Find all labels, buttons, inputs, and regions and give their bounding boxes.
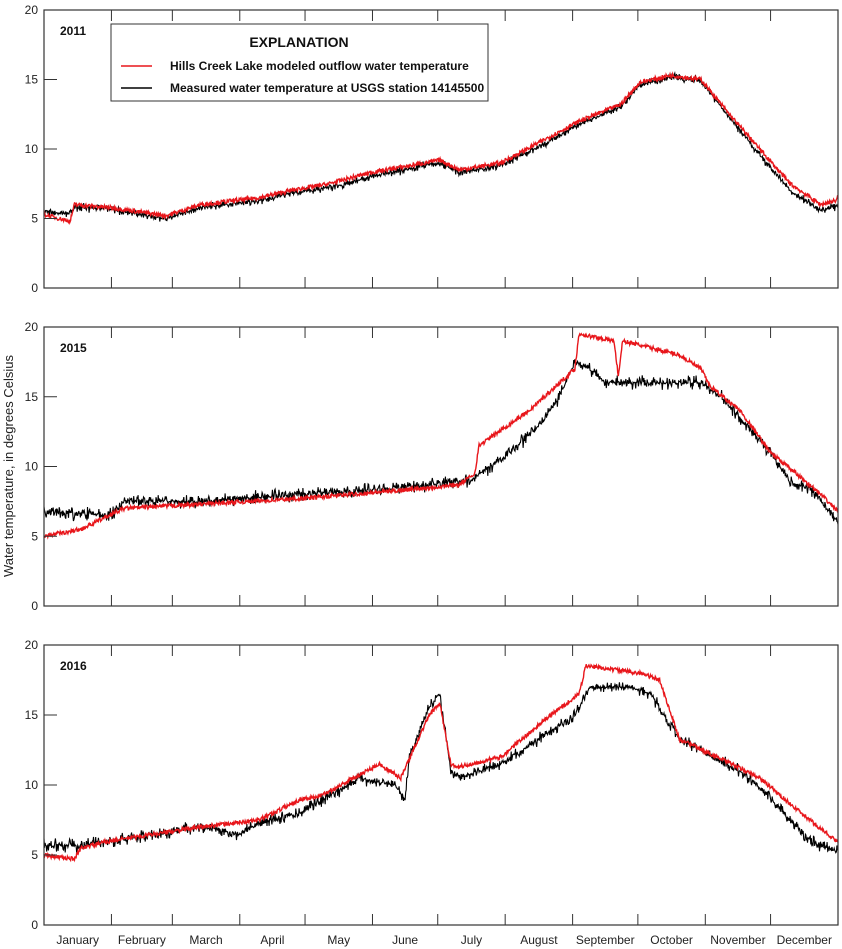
x-tick-label-month: September bbox=[576, 933, 635, 947]
panel-2015: 0 5 10 15 20 2015 bbox=[25, 320, 839, 613]
panel-2011: 0 5 10 15 20 2011 bbox=[25, 3, 839, 295]
x-tick-label-month: July bbox=[461, 933, 482, 947]
x-tick-label-month: May bbox=[327, 933, 350, 947]
y-tick-label: 5 bbox=[31, 529, 38, 543]
modeled-series-line-2016 bbox=[43, 662, 839, 863]
y-tick-label: 0 bbox=[31, 918, 38, 932]
y-tick-label: 5 bbox=[31, 212, 38, 226]
y-tick-label: 0 bbox=[31, 599, 38, 613]
modeled-series-line-2015 bbox=[43, 332, 839, 540]
legend-entry-label: Measured water temperature at USGS stati… bbox=[170, 81, 484, 95]
panel-year-label: 2015 bbox=[60, 341, 87, 355]
modeled-series-line-2011 bbox=[43, 71, 839, 226]
x-tick-label-month: February bbox=[118, 933, 166, 947]
y-tick-label: 20 bbox=[25, 320, 39, 334]
legend: EXPLANATION Hills Creek Lake modeled outf… bbox=[110, 23, 489, 102]
y-tick-label: 5 bbox=[31, 848, 38, 862]
y-tick-label: 15 bbox=[25, 390, 39, 404]
x-tick-label-month: June bbox=[392, 933, 418, 947]
x-tick-label-month: January bbox=[56, 933, 99, 947]
panel-year-label: 2016 bbox=[60, 659, 87, 673]
y-tick-label: 20 bbox=[25, 3, 39, 17]
plot-frame bbox=[43, 644, 839, 926]
legend-box bbox=[110, 23, 489, 102]
y-tick-label: 15 bbox=[25, 708, 39, 722]
measured-series-line-2015 bbox=[43, 359, 839, 525]
plot-frame bbox=[43, 326, 839, 607]
x-tick-label-month: April bbox=[260, 933, 284, 947]
x-tick-label-month: December bbox=[777, 933, 832, 947]
y-axis-label: Water temperature, in degrees Celsius bbox=[1, 354, 16, 577]
y-tick-label: 10 bbox=[25, 778, 39, 792]
legend-title: EXPLANATION bbox=[249, 34, 348, 50]
legend-entry-label: Hills Creek Lake modeled outflow water t… bbox=[170, 59, 469, 73]
x-tick-label-month: March bbox=[189, 933, 222, 947]
x-tick-label-month: October bbox=[650, 933, 693, 947]
x-tick-label-month: November bbox=[710, 933, 765, 947]
y-tick-label: 0 bbox=[31, 281, 38, 295]
y-tick-label: 10 bbox=[25, 460, 39, 474]
y-tick-label: 20 bbox=[25, 638, 39, 652]
panel-2016: 0 5 10 15 20 2016 bbox=[25, 638, 839, 932]
x-tick-label-month: August bbox=[520, 933, 558, 947]
panel-year-label: 2011 bbox=[60, 24, 86, 38]
y-tick-label: 10 bbox=[25, 142, 39, 156]
y-tick-label: 15 bbox=[25, 73, 39, 87]
